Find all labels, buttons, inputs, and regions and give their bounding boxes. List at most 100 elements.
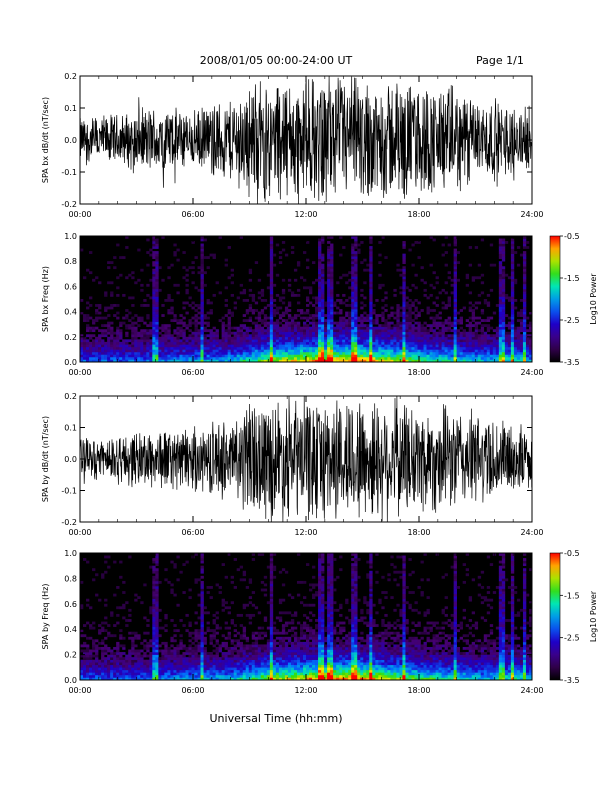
spectrogram-cell [489,359,494,363]
spectrogram-cell [200,273,204,277]
spectrogram-cell [155,672,159,676]
spectrogram-cell [501,243,506,247]
spectrogram-cell [182,331,186,335]
spectrogram-cell [519,326,524,330]
spectrogram-cell [306,311,310,315]
spectrogram-cell [333,326,337,330]
spectrogram-cell [245,354,250,358]
spectrogram-cell [170,657,174,660]
spectrogram-cell [227,349,231,353]
spectrogram-cell [95,672,99,676]
spectrogram-cell [302,344,307,348]
spectrogram-cell [342,334,346,338]
spectrogram-cell [224,263,228,267]
spectrogram-cell [188,624,192,627]
spectrogram-cell [152,601,156,605]
spectrogram-cell [272,324,277,328]
spectrogram-cell [212,674,216,678]
spectrogram-cell [179,669,183,673]
spectrogram-cell [86,674,90,678]
spectrogram-cell [200,565,204,569]
spectrogram-cell [351,316,355,320]
spectrogram-cell [408,354,412,358]
spectrogram-cell [468,354,473,358]
spectrogram-cell [384,351,388,355]
spectrogram-cell [266,652,271,655]
spectrogram-cell [327,258,331,262]
spectrogram-cell [525,341,530,345]
spectrogram-cell [351,314,355,317]
spectrogram-cell [278,351,283,355]
spectrogram-cell [471,356,476,360]
spectrogram-cell [260,341,265,345]
spectrogram-cell [447,354,451,358]
spectrogram-cell [176,346,180,350]
y-tick-label: -0.1 [61,168,77,177]
spectrogram-cell [321,336,325,340]
spectrogram-cell [137,278,141,282]
spectrogram-cell [146,662,150,666]
spectrogram-cell [474,331,479,335]
spectrogram-cell [131,296,135,300]
spectrogram-cell [173,646,177,650]
spectrogram-cell [200,311,204,315]
spectrogram-cell [263,359,268,363]
spectrogram-cell [182,321,186,325]
spectrogram-cell [209,331,213,335]
spectrogram-cell [179,634,183,638]
spectrogram-cell [396,354,400,358]
spectrogram-cell [137,351,141,355]
spectrogram-cell [113,677,117,681]
spectrogram-cell [299,326,304,330]
spectrogram-cell [119,664,123,668]
spectrogram-cell [501,326,506,330]
spectrogram-cell [522,339,527,343]
spectrogram-cell [348,351,352,355]
spectrogram-cell [366,359,370,363]
spectrogram-cell [489,346,494,350]
spectrogram-cell [480,311,485,315]
spectrogram-cell [188,674,192,678]
spectrogram-cell [233,351,237,355]
spectrogram-cell [137,634,141,638]
spectrogram-cell [330,316,334,320]
spectrogram-cell [173,659,177,663]
spectrogram-cell [170,591,174,594]
spectrogram-cell [227,649,231,653]
spectrogram-cell [164,641,168,645]
spectrogram-cell [80,669,84,673]
spectrogram-cell [140,288,144,292]
spectrogram-cell [330,281,334,285]
spectrogram-cell [80,339,84,343]
spectrogram-cell [200,356,204,360]
spectrogram-cell [278,256,283,259]
spectrogram-cell [318,341,322,345]
spectrogram-cell [281,334,286,338]
spectrogram-cell [378,356,382,360]
spectrogram-cell [80,644,84,648]
spectrogram-cell [330,236,334,239]
spectrogram-cell [390,356,394,360]
spectrogram-cell [158,677,162,681]
spectrogram-cell [411,329,415,333]
spectrogram-cell [131,336,135,340]
spectrogram-cell [269,356,274,360]
spectrogram-cell [471,339,476,343]
spectrogram-cell [215,674,219,678]
spectrogram-cell [149,248,153,252]
spectrogram-cell [98,344,102,348]
spectrogram-cell [302,278,307,282]
spectrogram-cell [197,354,201,358]
spectrogram-cell [405,319,409,322]
spectrogram-cell [423,288,427,292]
spectrogram-cell [152,326,156,330]
spectrogram-cell [399,329,403,333]
spectrogram-cell [269,634,274,638]
spectrogram-cell [200,253,204,257]
spectrogram-cell [330,283,334,287]
spectrogram-cell [104,293,108,297]
spectrogram-cell [239,351,244,355]
spectrogram-cell [360,351,364,355]
spectrogram-cell [474,334,479,338]
spectrogram-cell [266,341,271,345]
